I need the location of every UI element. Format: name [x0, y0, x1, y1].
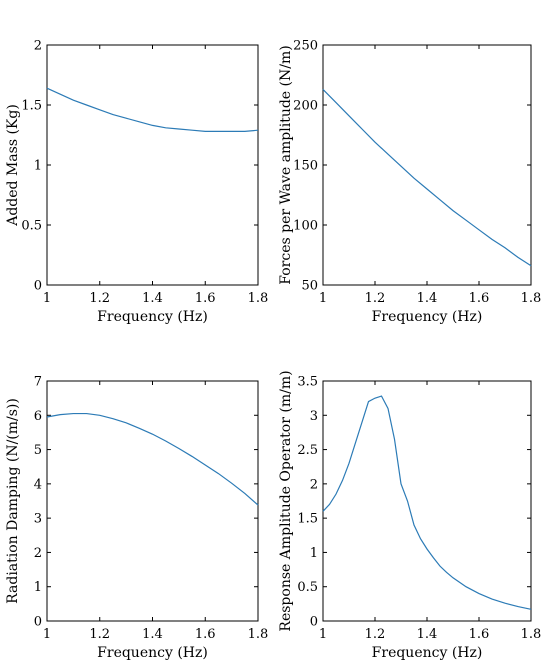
rao-ytick-label: 0 [310, 615, 318, 630]
added-mass-xtick-label: 1.6 [195, 291, 216, 306]
forces-frame [322, 44, 532, 286]
rao-ytick-label: 0.5 [297, 580, 318, 595]
forces-xtick-label: 1.8 [521, 291, 542, 306]
radiation-damping-ytick-label: 4 [34, 477, 42, 492]
forces-plot: 1 1.2 1.4 1.6 1.8 50 100 150 200 250 Frequency (Hz… [278, 39, 541, 326]
rao-xtick-label: 1.6 [469, 627, 490, 642]
rao-ytick-label: 1.5 [297, 512, 318, 527]
added-mass-xlabel: Frequency (Hz) [97, 309, 208, 325]
rao-xlabel: Frequency (Hz) [372, 645, 483, 661]
added-mass-ytick-label: 0 [34, 279, 42, 294]
radiation-damping-ytick-label: 2 [34, 546, 42, 561]
rao-ytick-label: 2 [310, 477, 318, 492]
forces-xtick-label: 1 [319, 291, 327, 306]
forces-xtick-label: 1.4 [417, 291, 438, 306]
rao-ytick-label: 1 [310, 546, 318, 561]
rao-xtick-label: 1.2 [365, 627, 386, 642]
radiation-damping-ylabel: Radiation Damping (N/(m/s)) [5, 398, 21, 604]
forces-ytick-label: 200 [293, 99, 318, 114]
added-mass-xtick-label: 1.8 [248, 291, 269, 306]
added-mass-ytick-label: 1.5 [21, 99, 42, 114]
radiation-damping-xtick-label: 1.4 [142, 627, 163, 642]
radiation-damping-ytick-label: 5 [34, 443, 42, 458]
added-mass-plot: 1 1.2 1.4 1.6 1.8 0 0.5 1 1.5 2 Frequency (Hz) Adde… [5, 39, 268, 326]
radiation-damping-ytick-label: 6 [34, 409, 42, 424]
forces-ytick-label: 250 [293, 39, 318, 54]
rao-ytick-label: 3 [310, 409, 318, 424]
added-mass-frame [46, 44, 259, 286]
radiation-damping-ytick-label: 0 [34, 615, 42, 630]
forces-ylabel: Forces per Wave amplitude (N/m) [278, 45, 294, 284]
added-mass-xtick-label: 1.2 [89, 291, 110, 306]
forces-series-line [322, 88, 532, 267]
rao-ytick-label: 2.5 [297, 443, 318, 458]
radiation-damping-xtick-label: 1 [43, 627, 51, 642]
radiation-damping-ytick-label: 7 [34, 375, 42, 390]
added-mass-xtick-label: 1.4 [142, 291, 163, 306]
radiation-damping-xtick-label: 1.8 [248, 627, 269, 642]
added-mass-ytick-label: 1 [34, 159, 42, 174]
radiation-damping-xlabel: Frequency (Hz) [97, 645, 208, 661]
rao-plot: 1 1.2 1.4 1.6 1.8 0 0.5 1 1.5 2 2.5 3 3.5 Frequency (… [278, 370, 541, 661]
forces-ytick-label: 100 [293, 219, 318, 234]
rao-ylabel: Response Amplitude Operator (m/m) [278, 370, 294, 631]
rao-ytick-label: 3.5 [297, 375, 318, 390]
rao-xtick-label: 1 [319, 627, 327, 642]
forces-xtick-label: 1.2 [365, 291, 386, 306]
rao-xtick-label: 1.4 [417, 627, 438, 642]
added-mass-ylabel: Added Mass (Kg) [5, 104, 21, 227]
forces-xlabel: Frequency (Hz) [372, 309, 483, 325]
radiation-damping-ytick-label: 1 [34, 580, 42, 595]
rao-series-line [322, 395, 532, 610]
rao-frame [322, 380, 532, 622]
forces-ytick-label: 50 [301, 279, 318, 294]
added-mass-series-line [46, 87, 259, 132]
added-mass-xtick-label: 1 [43, 291, 51, 306]
forces-xtick-label: 1.6 [469, 291, 490, 306]
added-mass-ytick-label: 2 [34, 39, 42, 54]
radiation-damping-series-line [46, 412, 259, 506]
radiation-damping-xtick-label: 1.6 [195, 627, 216, 642]
radiation-damping-ytick-label: 3 [34, 512, 42, 527]
radiation-damping-frame [46, 380, 259, 622]
radiation-damping-xtick-label: 1.2 [89, 627, 110, 642]
forces-ytick-label: 150 [293, 159, 318, 174]
added-mass-ytick-label: 0.5 [21, 219, 42, 234]
rao-xtick-label: 1.8 [521, 627, 542, 642]
